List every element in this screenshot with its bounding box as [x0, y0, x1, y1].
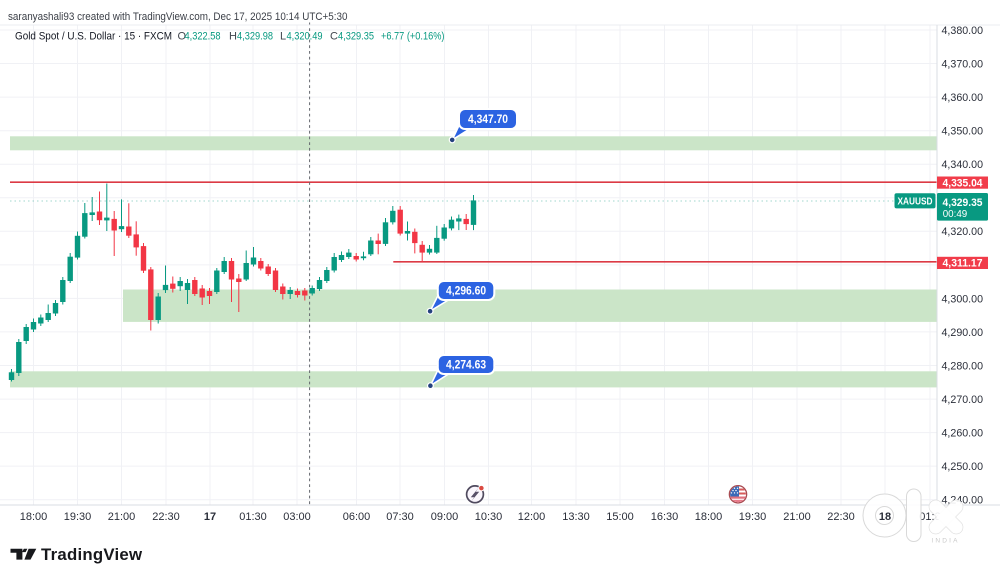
svg-text:16:30: 16:30 [651, 511, 679, 523]
svg-text:4,350.00: 4,350.00 [942, 126, 984, 138]
svg-text:06:00: 06:00 [343, 511, 371, 523]
svg-text:4,320.00: 4,320.00 [942, 226, 984, 238]
svg-text:4,370.00: 4,370.00 [942, 59, 984, 71]
svg-text:4,274.63: 4,274.63 [446, 360, 486, 372]
svg-text:22:30: 22:30 [152, 511, 180, 523]
svg-text:00:49: 00:49 [943, 209, 968, 220]
svg-text:O: O [178, 30, 187, 42]
svg-text:19:30: 19:30 [739, 511, 767, 523]
svg-text:13:30: 13:30 [562, 511, 590, 523]
svg-text:18:00: 18:00 [695, 511, 723, 523]
svg-text:18:00: 18:00 [20, 511, 48, 523]
svg-text:4,335.04: 4,335.04 [943, 177, 984, 189]
svg-text:L: L [280, 30, 286, 42]
svg-text:18: 18 [879, 511, 891, 523]
svg-text:TradingView: TradingView [41, 545, 143, 564]
svg-text:09:00: 09:00 [431, 511, 459, 523]
svg-text:4,347.70: 4,347.70 [468, 114, 508, 126]
svg-text:4,380.00: 4,380.00 [942, 25, 984, 37]
svg-text:4,329.35: 4,329.35 [338, 30, 374, 42]
svg-text:01:30: 01:30 [239, 511, 267, 523]
svg-text:4,329.98: 4,329.98 [237, 30, 273, 42]
svg-text:4,296.60: 4,296.60 [446, 286, 486, 298]
svg-text:4,300.00: 4,300.00 [942, 293, 984, 305]
svg-text:INDIA: INDIA [931, 538, 959, 545]
svg-text:4,322.58: 4,322.58 [185, 30, 221, 42]
svg-text:+6.77 (+0.16%): +6.77 (+0.16%) [381, 30, 445, 42]
svg-text:4,340.00: 4,340.00 [942, 159, 984, 171]
svg-text:H: H [229, 30, 237, 42]
svg-text:4,290.00: 4,290.00 [942, 327, 984, 339]
svg-text:03:00: 03:00 [283, 511, 311, 523]
svg-text:C: C [330, 30, 338, 42]
svg-text:saranyashali93 created with Tr: saranyashali93 created with TradingView.… [8, 11, 348, 23]
svg-text:22:30: 22:30 [827, 511, 855, 523]
svg-text:21:00: 21:00 [783, 511, 811, 523]
svg-text:4,260.00: 4,260.00 [942, 428, 984, 440]
svg-text:17: 17 [204, 511, 216, 523]
svg-text:07:30: 07:30 [386, 511, 414, 523]
svg-text:4,280.00: 4,280.00 [942, 360, 984, 372]
svg-text:4,360.00: 4,360.00 [942, 92, 984, 104]
svg-text:15:00: 15:00 [606, 511, 634, 523]
svg-text:4,270.00: 4,270.00 [942, 394, 984, 406]
svg-text:4,311.17: 4,311.17 [943, 258, 983, 270]
svg-text:4,250.00: 4,250.00 [942, 461, 984, 473]
svg-text:XAUUSD: XAUUSD [898, 196, 933, 207]
svg-text:10:30: 10:30 [475, 511, 503, 523]
svg-text:4,329.35: 4,329.35 [943, 197, 983, 209]
svg-text:12:00: 12:00 [518, 511, 546, 523]
svg-text:19:30: 19:30 [64, 511, 92, 523]
svg-text:Gold Spot / U.S. Dollar · 15 ·: Gold Spot / U.S. Dollar · 15 · FXCM [15, 30, 172, 42]
svg-text:4,320.49: 4,320.49 [287, 30, 323, 42]
svg-text:21:00: 21:00 [108, 511, 136, 523]
